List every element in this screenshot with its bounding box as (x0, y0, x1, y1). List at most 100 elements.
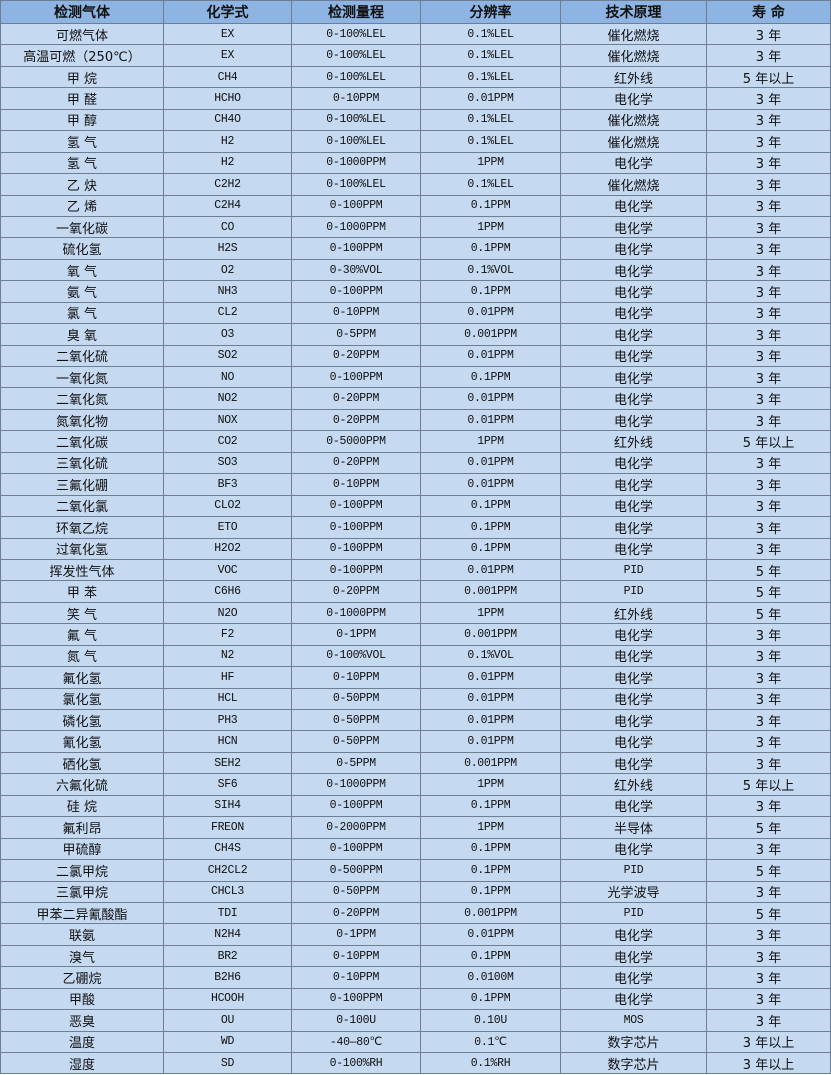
cell-resolution: 0.01PPM (420, 923, 561, 946)
cell-formula: F2 (163, 623, 292, 646)
cell-resolution: 0.001PPM (420, 623, 561, 646)
cell-resolution: 0.1PPM (420, 944, 561, 968)
cell-principle: 光学波导 (560, 880, 707, 903)
cell-formula: CH4 (163, 65, 292, 89)
cell-gas: 氨 气 (0, 280, 164, 303)
cell-principle: 电化学 (560, 751, 707, 775)
cell-formula: CO (163, 215, 292, 239)
cell-gas: 甲 苯 (0, 580, 164, 603)
cell-gas: 氧 气 (0, 258, 164, 282)
cell-resolution: 0.01PPM (420, 666, 561, 689)
table-row: 氢 气 H2 0-1000PPM 1PPM 电化学 3 年 (0, 151, 831, 175)
cell-gas: 氢 气 (0, 151, 164, 175)
table-row: 磷化氢 PH3 0-50PPM 0.01PPM 电化学 3 年 (0, 708, 831, 732)
cell-resolution: 0.01PPM (420, 408, 561, 432)
cell-gas: 二氧化氯 (0, 494, 164, 518)
cell-lifespan: 5 年 (706, 580, 831, 603)
cell-resolution: 0.1%LEL (420, 108, 561, 132)
cell-principle: 电化学 (560, 794, 707, 818)
cell-lifespan: 3 年 (706, 751, 831, 775)
cell-resolution: 0.01PPM (420, 451, 561, 475)
cell-formula: SO3 (163, 451, 292, 475)
cell-formula: EX (163, 44, 292, 67)
cell-formula: SF6 (163, 773, 292, 796)
cell-lifespan: 3 年以上 (706, 1030, 831, 1054)
cell-formula: CLO2 (163, 494, 292, 518)
cell-lifespan: 3 年 (706, 1009, 831, 1032)
cell-lifespan: 3 年 (706, 408, 831, 432)
cell-principle: 电化学 (560, 494, 707, 518)
cell-range: 0-50PPM (291, 687, 421, 711)
cell-formula: H2 (163, 130, 292, 153)
cell-formula: C2H2 (163, 173, 292, 196)
cell-resolution: 1PPM (420, 430, 561, 453)
cell-gas: 湿度 (0, 1051, 164, 1075)
cell-lifespan: 3 年 (706, 666, 831, 689)
cell-range: 0-100PPM (291, 537, 421, 560)
cell-lifespan: 3 年 (706, 644, 831, 668)
table-row: 氯 气 CL2 0-10PPM 0.01PPM 电化学 3 年 (0, 301, 831, 325)
cell-principle: 电化学 (560, 923, 707, 946)
cell-gas: 氰化氢 (0, 730, 164, 753)
cell-formula: CH4S (163, 837, 292, 861)
table-row: 乙 烯 C2H4 0-100PPM 0.1PPM 电化学 3 年 (0, 194, 831, 217)
cell-gas: 乙 烯 (0, 194, 164, 217)
cell-lifespan: 3 年 (706, 473, 831, 496)
table-row: 甲 苯 C6H6 0-20PPM 0.001PPM PID 5 年 (0, 580, 831, 603)
cell-formula: CO2 (163, 430, 292, 453)
cell-gas: 二氧化碳 (0, 430, 164, 453)
cell-principle: 电化学 (560, 365, 707, 389)
table-row: 恶臭 OU 0-100U 0.10U MOS 3 年 (0, 1009, 831, 1032)
cell-formula: HCHO (163, 87, 292, 110)
cell-gas: 一氧化碳 (0, 215, 164, 239)
cell-principle: 催化燃烧 (560, 130, 707, 153)
cell-gas: 硅 烷 (0, 794, 164, 818)
cell-gas: 氟利昂 (0, 816, 164, 839)
cell-formula: ETO (163, 516, 292, 539)
cell-gas: 硫化氢 (0, 237, 164, 260)
cell-resolution: 0.1PPM (420, 794, 561, 818)
cell-gas: 三氧化硫 (0, 451, 164, 475)
cell-principle: 电化学 (560, 280, 707, 303)
cell-resolution: 0.10U (420, 1009, 561, 1032)
cell-resolution: 0.01PPM (420, 730, 561, 753)
cell-principle: 红外线 (560, 773, 707, 796)
cell-gas: 甲 醇 (0, 108, 164, 132)
cell-principle: 数字芯片 (560, 1051, 707, 1075)
cell-lifespan: 3 年 (706, 794, 831, 818)
cell-principle: PID (560, 580, 707, 603)
cell-formula: H2 (163, 151, 292, 175)
table-row: 硒化氢 SEH2 0-5PPM 0.001PPM 电化学 3 年 (0, 751, 831, 775)
cell-formula: N2 (163, 644, 292, 668)
cell-resolution: 1PPM (420, 151, 561, 175)
header-resolution: 分辨率 (420, 0, 561, 24)
table-row: 甲 烷 CH4 0-100%LEL 0.1%LEL 红外线 5 年以上 (0, 65, 831, 89)
cell-resolution: 0.1PPM (420, 880, 561, 903)
cell-gas: 高温可燃（250℃） (0, 44, 164, 67)
cell-lifespan: 3 年 (706, 44, 831, 67)
header-lifespan: 寿 命 (706, 0, 831, 24)
cell-lifespan: 5 年以上 (706, 430, 831, 453)
cell-principle: 电化学 (560, 387, 707, 410)
table-row: 氟化氢 HF 0-10PPM 0.01PPM 电化学 3 年 (0, 666, 831, 689)
cell-gas: 二氧化硫 (0, 344, 164, 368)
cell-principle: 红外线 (560, 430, 707, 453)
cell-formula: BF3 (163, 473, 292, 496)
cell-lifespan: 3 年 (706, 837, 831, 861)
header-range: 检测量程 (291, 0, 421, 24)
cell-range: 0-1000PPM (291, 151, 421, 175)
cell-resolution: 0.1PPM (420, 194, 561, 217)
cell-principle: 电化学 (560, 344, 707, 368)
cell-range: 0-50PPM (291, 880, 421, 903)
table-row: 氮 气 N2 0-100%VOL 0.1%VOL 电化学 3 年 (0, 644, 831, 668)
cell-lifespan: 3 年 (706, 451, 831, 475)
cell-formula: CHCL3 (163, 880, 292, 903)
cell-principle: 电化学 (560, 537, 707, 560)
cell-range: 0-20PPM (291, 580, 421, 603)
cell-principle: 电化学 (560, 644, 707, 668)
cell-range: 0-100PPM (291, 194, 421, 217)
cell-range: 0-100%RH (291, 1051, 421, 1075)
cell-gas: 甲 烷 (0, 65, 164, 89)
cell-gas: 氮 气 (0, 644, 164, 668)
cell-lifespan: 3 年 (706, 108, 831, 132)
